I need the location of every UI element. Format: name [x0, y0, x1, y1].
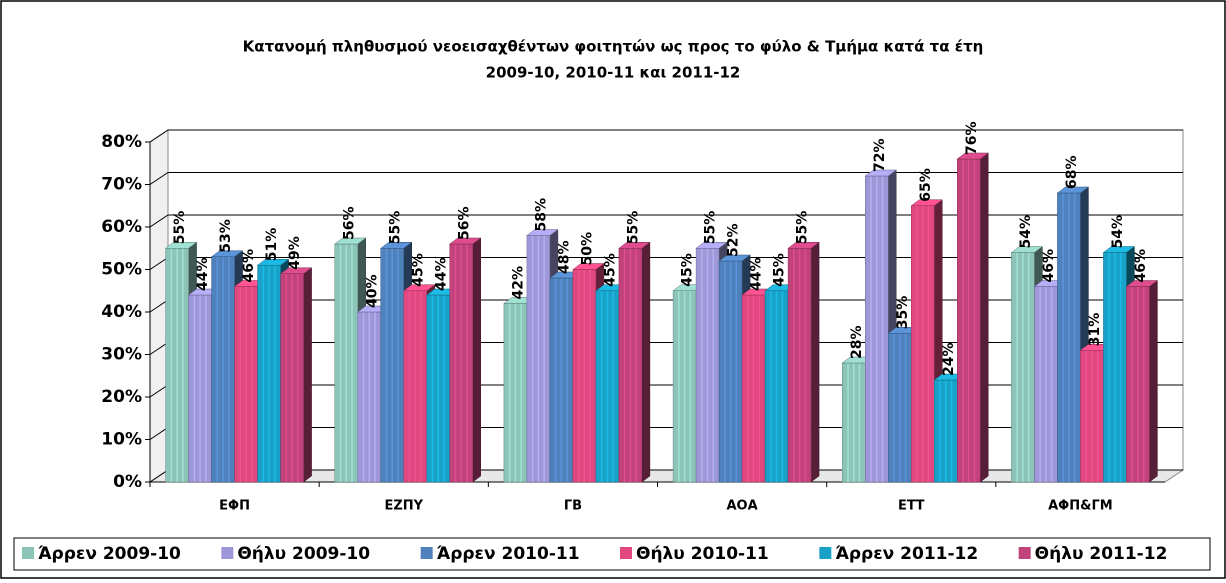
data-label: 48%: [556, 240, 572, 274]
data-label: 54%: [1110, 215, 1126, 249]
y-tick-label: 10%: [101, 430, 142, 450]
data-label: 56%: [456, 206, 472, 240]
legend-swatch: [620, 547, 632, 559]
data-label: 55%: [387, 211, 403, 245]
bar-top: [380, 242, 413, 249]
data-label: 45%: [772, 253, 788, 287]
legend-box: [13, 537, 1211, 571]
bar-top: [572, 263, 605, 270]
bar-top: [334, 237, 367, 245]
data-label: 46%: [241, 249, 257, 283]
grid-line: [149, 214, 1183, 228]
data-label: 44%: [433, 257, 449, 291]
grid-line: [149, 172, 1183, 185]
bar-top: [210, 250, 244, 257]
legend-label: Άρρεν 2009-10: [38, 544, 181, 564]
x-tick-label: ΕΦΠ: [219, 499, 250, 514]
bar-top: [864, 169, 897, 177]
data-label: 31%: [1087, 313, 1103, 347]
data-label: 45%: [680, 253, 696, 287]
data-label: 65%: [918, 168, 934, 202]
bar-top: [1102, 246, 1136, 253]
data-label: 55%: [172, 211, 188, 245]
y-tick-label: 40%: [101, 302, 142, 322]
legend-swatch: [819, 547, 832, 559]
chart-title: Κατανομή πληθυσμού νεοεισαχθέντων φοιτητ…: [243, 38, 984, 56]
bar-top: [526, 229, 559, 236]
data-label: 58%: [533, 198, 549, 232]
legend-swatch: [221, 547, 234, 559]
data-label: 45%: [410, 253, 426, 287]
data-label: 56%: [341, 206, 357, 240]
bar-side: [980, 152, 989, 483]
data-label: 24%: [941, 342, 957, 376]
legend-label: Θήλυ 2010-11: [636, 544, 769, 564]
chart-title: 2009-10, 2010-11 και 2011-12: [486, 64, 741, 82]
data-label: 50%: [579, 232, 595, 266]
bar-top: [718, 254, 751, 262]
data-label: 35%: [895, 296, 911, 330]
y-tick-label: 20%: [101, 387, 142, 407]
data-label: 44%: [195, 257, 211, 291]
data-label: 55%: [795, 211, 811, 245]
data-label: 72%: [872, 138, 888, 172]
bar-side: [810, 241, 820, 483]
data-label: 76%: [964, 121, 980, 155]
x-tick-label: ΓΒ: [564, 499, 582, 514]
data-label: 54%: [1018, 215, 1034, 249]
bar-top: [695, 242, 728, 249]
x-tick-label: ΕΖΠΥ: [384, 499, 423, 514]
data-label: 55%: [703, 211, 719, 245]
data-label: 40%: [364, 274, 380, 308]
bar-top: [256, 259, 290, 266]
bar-top: [403, 284, 436, 291]
bar-top: [956, 152, 989, 160]
bar-top: [1056, 186, 1090, 194]
data-label: 68%: [1064, 155, 1080, 189]
data-label: 44%: [749, 257, 765, 291]
bar-top: [449, 237, 482, 245]
y-tick-label: 50%: [101, 260, 142, 280]
legend-label: Άρρεν 2010-11: [437, 544, 580, 564]
data-label: 45%: [602, 253, 618, 287]
grid-line: [149, 129, 1183, 143]
legend-swatch: [420, 547, 433, 559]
bar-top: [618, 242, 651, 249]
y-tick-label: 80%: [101, 132, 142, 152]
bar-top: [1125, 280, 1159, 287]
y-tick-label: 60%: [101, 217, 142, 237]
bar-side: [1149, 280, 1158, 483]
bar-top: [910, 199, 943, 206]
bar-top: [164, 242, 198, 249]
data-label: 51%: [264, 228, 280, 262]
data-label: 46%: [1041, 249, 1057, 283]
bar-top: [787, 242, 820, 249]
data-label: 28%: [849, 325, 865, 359]
bar-side: [641, 241, 651, 483]
bar-top: [1010, 246, 1044, 253]
bar-side: [472, 237, 481, 483]
legend-label: Θήλυ 2011-12: [1035, 544, 1168, 564]
data-label: 55%: [625, 211, 641, 245]
x-tick-label: ΑΦΠ&ΓΜ: [1048, 499, 1113, 514]
data-label: 42%: [510, 266, 526, 300]
x-tick-label: ΑΟΑ: [726, 499, 757, 514]
data-label: 53%: [218, 219, 234, 253]
legend-swatch: [1018, 547, 1031, 559]
data-label: 46%: [1133, 249, 1149, 283]
legend-label: Άρρεν 2011-12: [835, 544, 978, 564]
legend-label: Θήλυ 2009-10: [237, 544, 370, 564]
bar-top: [279, 267, 313, 274]
y-tick-label: 0%: [113, 472, 142, 492]
legend-swatch: [22, 547, 34, 559]
x-tick-label: ΕΤΤ: [898, 499, 925, 514]
data-label: 49%: [287, 236, 303, 270]
y-tick-label: 30%: [101, 345, 142, 365]
data-label: 52%: [726, 223, 742, 257]
y-tick-label: 70%: [101, 175, 142, 195]
bar-side: [303, 267, 312, 483]
